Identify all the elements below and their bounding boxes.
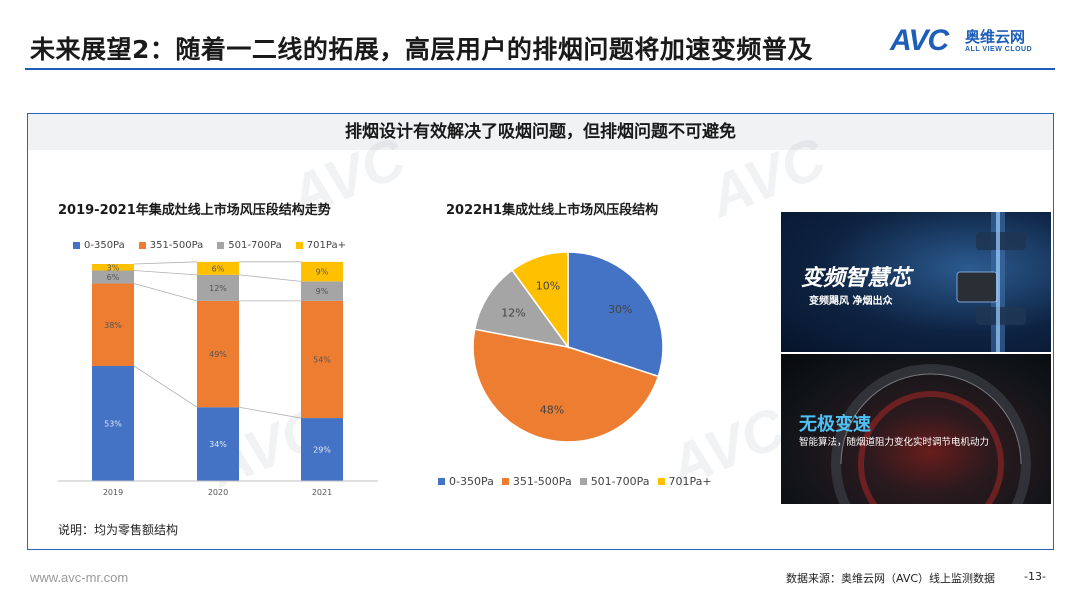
legend-label: 0-350Pa xyxy=(449,475,494,488)
legend-label: 351-500Pa xyxy=(149,240,204,251)
legend-swatch xyxy=(579,478,587,485)
data-label: 34% xyxy=(209,440,227,449)
legend-label: 501-700Pa xyxy=(590,475,650,488)
series-connector xyxy=(133,365,198,408)
slice-label: 48% xyxy=(540,404,564,417)
legend-label: 0-350Pa xyxy=(84,240,125,251)
product-image-stepless-speed: 无极变速 智能算法，随烟道阻力变化实时调节电机动力 xyxy=(781,354,1051,504)
bar-segment xyxy=(197,274,239,301)
logo-mark: AVC xyxy=(890,24,949,57)
logo-cn-text: 奥维云网 xyxy=(965,28,1026,46)
legend-swatch xyxy=(438,478,445,485)
bar-segment xyxy=(92,264,134,271)
data-source: 数据来源：奥维云网（AVC）线上监测数据 xyxy=(786,572,996,585)
x-tick-label: 2019 xyxy=(103,488,123,497)
pie-slice xyxy=(567,251,664,378)
data-label: 29% xyxy=(313,446,331,455)
data-label: 6% xyxy=(212,264,225,273)
pie-slice xyxy=(473,269,570,349)
data-label: 9% xyxy=(316,268,329,277)
dial-illustration xyxy=(831,364,1031,504)
data-label: 54% xyxy=(313,355,331,364)
slice-label: 10% xyxy=(536,280,560,293)
logo-en-text: ALL VIEW CLOUD xyxy=(965,46,1033,53)
legend-item: 501-700Pa xyxy=(579,475,650,488)
legend-swatch xyxy=(657,478,665,485)
duct-illustration xyxy=(956,212,1026,352)
legend-swatch xyxy=(217,242,225,249)
legend-swatch xyxy=(73,242,80,249)
data-label: 12% xyxy=(209,284,227,293)
data-label: 3% xyxy=(107,263,120,272)
image-subtext: 变频飓风 净烟出众 xyxy=(809,296,893,307)
legend-item: 351-500Pa xyxy=(138,240,204,251)
bar-segment xyxy=(197,300,239,408)
data-label: 6% xyxy=(107,273,120,282)
pie-slice xyxy=(472,328,660,443)
legend-item: 351-500Pa xyxy=(501,475,572,488)
x-tick-label: 2021 xyxy=(312,488,332,497)
slice-label: 30% xyxy=(608,303,632,316)
legend-label: 351-500Pa xyxy=(512,475,572,488)
content-panel: 排烟设计有效解决了吸烟问题，但排烟问题不可避免 AVC AVC AVC AVC … xyxy=(27,113,1054,550)
header-divider xyxy=(25,68,1055,70)
legend-item: 0-350Pa xyxy=(438,475,494,488)
page-number: -13- xyxy=(1024,570,1046,583)
bar-segment xyxy=(197,407,239,481)
legend-item: 501-700Pa xyxy=(217,240,282,251)
series-connector xyxy=(238,406,302,419)
series-connector xyxy=(238,274,302,282)
x-tick-label: 2020 xyxy=(208,488,228,497)
pie-chart-title: 2022H1集成灶线上市场风压段结构 xyxy=(446,203,659,218)
legend-item: 0-350Pa xyxy=(73,240,125,251)
legend-item: 701Pa+ xyxy=(657,475,712,488)
image-heading: 无极变速 xyxy=(799,414,871,435)
data-label: 38% xyxy=(104,321,122,330)
series-connector xyxy=(133,261,198,265)
bar-segment xyxy=(197,261,239,275)
legend-swatch xyxy=(295,242,303,249)
bar-segment xyxy=(301,261,343,282)
series-connector xyxy=(133,283,198,302)
series-connector xyxy=(133,270,198,276)
legend-label: 701Pa+ xyxy=(668,475,712,488)
pie-chart-legend: 0-350Pa 351-500Pa 501-700Pa 701Pa+ xyxy=(438,475,712,488)
legend-label: 701Pa+ xyxy=(306,240,346,251)
image-heading: 变频智慧芯 xyxy=(801,266,912,291)
bar-chart-title: 2019-2021年集成灶线上市场风压段结构走势 xyxy=(58,203,331,218)
page-title: 未来展望2：随着一二线的拓展，高层用户的排烟问题将加速变频普及 xyxy=(30,35,813,64)
image-subtext: 智能算法，随烟道阻力变化实时调节电机动力 xyxy=(799,437,990,448)
bar-chart-legend: 0-350Pa 351-500Pa 501-700Pa 701Pa+ xyxy=(73,240,346,251)
pie-slice xyxy=(511,251,569,350)
data-label: 9% xyxy=(316,287,329,296)
panel-subtitle: 排烟设计有效解决了吸烟问题，但排烟问题不可避免 xyxy=(28,114,1053,150)
data-label: 53% xyxy=(104,419,122,428)
data-label: 49% xyxy=(209,350,227,359)
bar-segment xyxy=(92,270,134,284)
bar-segment xyxy=(301,300,343,419)
stacked-bar-chart: 53%38%6%3%201934%49%12%6%202029%54%9%9%2… xyxy=(58,261,378,497)
bar-segment xyxy=(92,283,134,366)
legend-swatch xyxy=(138,242,146,249)
legend-label: 501-700Pa xyxy=(228,240,282,251)
chart-note: 说明：均为零售额结构 xyxy=(58,523,179,537)
avc-logo: AVC 奥维云网 ALL VIEW CLOUD xyxy=(890,24,1060,60)
product-image-inverter-chip: 变频智慧芯 变频飓风 净烟出众 xyxy=(781,212,1051,352)
bar-segment xyxy=(301,281,343,301)
slice-label: 12% xyxy=(501,306,525,319)
legend-item: 701Pa+ xyxy=(295,240,346,251)
footer-url: www.avc-mr.com xyxy=(30,570,129,585)
pie-chart: 30% 48% 12% 10% xyxy=(472,251,664,443)
legend-swatch xyxy=(501,478,509,485)
bar-segment xyxy=(301,418,343,481)
bar-segment xyxy=(92,365,134,481)
